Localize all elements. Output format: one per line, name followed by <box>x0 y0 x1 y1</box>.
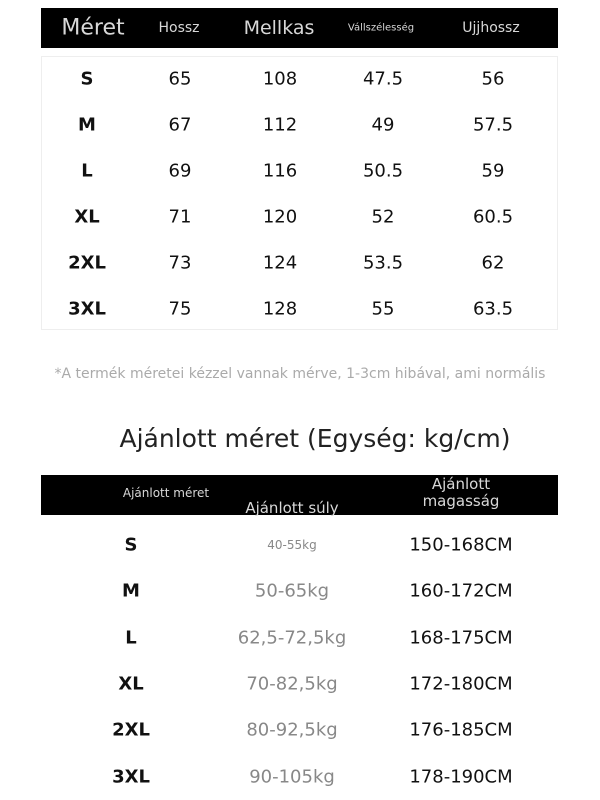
value-cell: 53.5 <box>362 252 404 274</box>
size-cell: 3XL <box>112 766 150 787</box>
value-cell: 69 <box>168 160 192 182</box>
table-row: S 40-55kg 150-168CM <box>0 522 600 568</box>
value-cell: 49 <box>371 114 395 136</box>
header-rec-size: Ajánlott méret <box>122 486 210 500</box>
size-table-header: Méret Hossz Mellkas Vállszélesség Ujjhos… <box>41 8 558 48</box>
value-cell: 90-105kg <box>249 766 335 787</box>
size-cell: L <box>81 160 93 182</box>
table-row: 2XL 73 124 53.5 62 <box>0 240 600 286</box>
table-row: S 65 108 47.5 56 <box>0 56 600 102</box>
size-cell: XL <box>74 206 100 228</box>
header-sleeve: Ujjhossz <box>462 20 520 36</box>
table-row: L 62,5-72,5kg 168-175CM <box>0 615 600 661</box>
value-cell: 63.5 <box>472 298 514 320</box>
value-cell: 128 <box>262 298 298 320</box>
header-length: Hossz <box>158 20 200 36</box>
value-cell: 172-180CM <box>409 673 513 695</box>
size-cell: 3XL <box>68 298 106 320</box>
size-cell: XL <box>118 673 144 695</box>
size-cell: M <box>122 580 140 602</box>
value-cell: 73 <box>168 252 192 274</box>
table-row: XL 71 120 52 60.5 <box>0 194 600 240</box>
recommend-title: Ajánlott méret (Egység: kg/cm) <box>119 424 511 453</box>
value-cell: 65 <box>168 68 192 90</box>
value-cell: 116 <box>262 160 298 182</box>
value-cell: 59 <box>481 160 505 182</box>
value-cell: 150-168CM <box>409 534 513 556</box>
value-cell: 56 <box>481 68 505 90</box>
value-cell: 71 <box>168 206 192 228</box>
value-cell: 40-55kg <box>267 538 317 552</box>
value-cell: 50-65kg <box>254 580 330 602</box>
value-cell: 178-190CM <box>409 766 513 787</box>
table-row: 3XL 75 128 55 63.5 <box>0 286 600 332</box>
value-cell: 62 <box>481 252 505 274</box>
value-cell: 168-175CM <box>409 627 513 649</box>
size-cell: S <box>124 534 138 556</box>
value-cell: 70-82,5kg <box>246 673 338 695</box>
header-rec-weight: Ajánlott súly <box>245 499 339 517</box>
value-cell: 176-185CM <box>409 719 513 741</box>
size-cell: M <box>78 114 96 136</box>
value-cell: 108 <box>262 68 298 90</box>
value-cell: 160-172CM <box>409 580 513 602</box>
recommend-table-header: Ajánlott méret Ajánlott súly Ajánlott ma… <box>41 475 558 517</box>
value-cell: 80-92,5kg <box>246 719 338 741</box>
size-cell: 2XL <box>112 719 150 741</box>
value-cell: 60.5 <box>472 206 514 228</box>
size-cell: 2XL <box>68 252 106 274</box>
table-row: 3XL 90-105kg 178-190CM <box>0 754 600 800</box>
value-cell: 47.5 <box>362 68 404 90</box>
value-cell: 55 <box>371 298 395 320</box>
value-cell: 52 <box>371 206 395 228</box>
table-row: XL 70-82,5kg 172-180CM <box>0 661 600 707</box>
header-chest: Mellkas <box>243 17 315 39</box>
table-row: M 67 112 49 57.5 <box>0 102 600 148</box>
table-row: 2XL 80-92,5kg 176-185CM <box>0 707 600 753</box>
value-cell: 50.5 <box>362 160 404 182</box>
value-cell: 67 <box>168 114 192 136</box>
value-cell: 75 <box>168 298 192 320</box>
header-rec-height: Ajánlott magasság <box>422 475 500 510</box>
header-shoulder: Vállszélesség <box>347 22 415 34</box>
measurement-note: *A termék méretei kézzel vannak mérve, 1… <box>54 366 546 382</box>
size-table-body <box>41 56 558 330</box>
table-row: M 50-65kg 160-172CM <box>0 568 600 614</box>
value-cell: 112 <box>262 114 298 136</box>
value-cell: 120 <box>262 206 298 228</box>
value-cell: 57.5 <box>472 114 514 136</box>
size-cell: L <box>125 627 137 649</box>
value-cell: 62,5-72,5kg <box>237 627 347 649</box>
size-cell: S <box>80 68 94 90</box>
value-cell: 124 <box>262 252 298 274</box>
header-size: Méret <box>61 15 125 41</box>
table-row: L 69 116 50.5 59 <box>0 148 600 194</box>
